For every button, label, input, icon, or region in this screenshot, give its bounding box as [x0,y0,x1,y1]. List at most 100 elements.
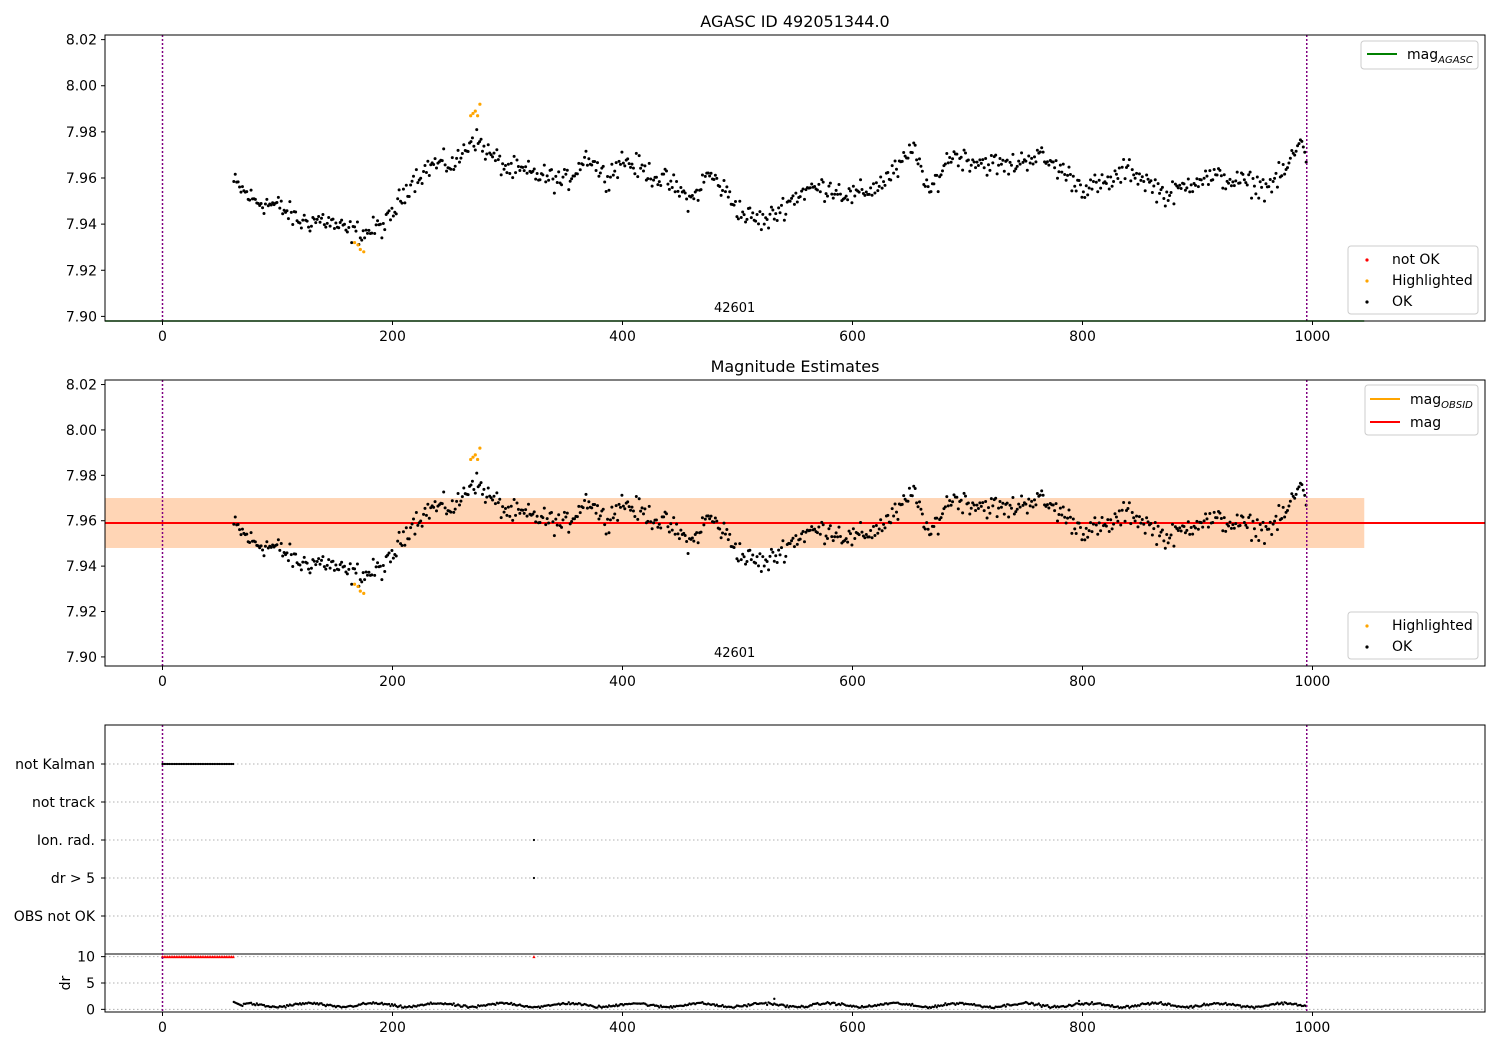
dr-point [934,1004,937,1007]
y-tick-label: 8.02 [66,378,97,394]
ok-point [998,156,1002,160]
ok-point [959,498,963,502]
ok-point [943,162,947,166]
ok-point [876,189,880,193]
ok-point [745,217,749,221]
ok-point [1159,188,1163,192]
flag-point [170,762,173,766]
ok-point [1204,169,1208,173]
ok-point [452,510,456,514]
ok-point [659,183,663,187]
ok-point [913,143,917,147]
ok-point [480,492,484,496]
ok-point [593,503,597,507]
ok-point [686,552,690,556]
ok-point [774,554,778,558]
ok-point [890,164,894,168]
ok-point [1021,160,1025,164]
ok-point [791,194,795,198]
flag-point [183,762,187,766]
ok-point [640,506,644,510]
ok-point [1245,183,1249,187]
ok-point [962,491,966,495]
ok-point [749,558,753,562]
ok-point [522,169,526,173]
ok-point [673,190,677,194]
ok-point [1280,517,1284,521]
ok-point [768,212,772,216]
ok-point [1196,185,1200,189]
ok-point [597,517,601,521]
ok-point [919,164,923,168]
ok-point [608,518,612,522]
ok-point [485,152,489,156]
legend-mag-label: mag [1410,415,1441,431]
ok-point [524,508,528,512]
ok-point [1186,177,1190,181]
ok-point [535,514,539,518]
ok-point [706,514,710,518]
ok-point [1191,190,1195,194]
agasc-panel: AGASC ID 492051344.0 42601 7.907.927.947… [66,12,1486,345]
ok-point [1051,503,1055,507]
ok-point [581,163,585,167]
ok-point [1129,522,1133,526]
ok-point [314,563,318,567]
ok-point [1116,177,1120,181]
ok-point [712,177,716,181]
ok-point [986,163,990,167]
ok-point [1025,168,1029,172]
ok-point [1068,515,1072,519]
ok-point [1153,178,1157,182]
ok-point [603,523,607,527]
ok-point [1264,182,1268,186]
ok-point [1273,176,1277,180]
magnitude-line-legend: magOBSID mag [1364,384,1479,436]
dr-y-axis: 0 5 10 [77,950,105,1018]
ok-point [870,193,874,197]
ok-point [358,578,362,582]
ok-point [1136,182,1140,186]
ok-point [981,158,985,162]
ok-point [695,531,699,535]
ok-point [1238,524,1242,528]
ok-point [1073,184,1077,188]
ok-point [433,500,437,504]
ok-point [334,221,338,225]
ok-point [551,177,555,181]
ok-point [570,177,574,181]
ok-point [432,162,436,166]
x-tick-label: 800 [1069,674,1096,690]
ok-point [587,500,591,504]
dr-point [658,1006,661,1009]
ok-point [850,201,854,205]
ok-point [1119,523,1123,527]
ok-point [1301,488,1305,492]
ok-point [810,525,814,529]
ok-point [876,531,880,535]
ok-point [381,564,385,568]
ok-point [376,561,380,565]
ok-point [736,559,740,563]
ok-point [1057,513,1061,517]
ok-point [322,223,326,227]
ok-point [883,526,887,530]
flag-point [199,762,202,766]
ok-point [1261,520,1265,524]
ok-point [1288,499,1292,503]
ok-point [1002,169,1006,173]
ok-point [249,531,253,535]
ok-point [561,518,565,522]
y-tick-label: 7.90 [66,309,97,325]
flag-point [185,762,188,766]
ok-point [1008,503,1012,507]
ok-point [285,209,289,213]
ok-point [1107,530,1111,534]
ok-point [345,572,349,576]
ok-point [1188,190,1192,194]
ok-point [650,184,654,188]
ok-point [232,522,236,526]
ok-point [1267,185,1271,189]
dr-point [701,1001,704,1004]
highlighted-point [471,111,475,116]
